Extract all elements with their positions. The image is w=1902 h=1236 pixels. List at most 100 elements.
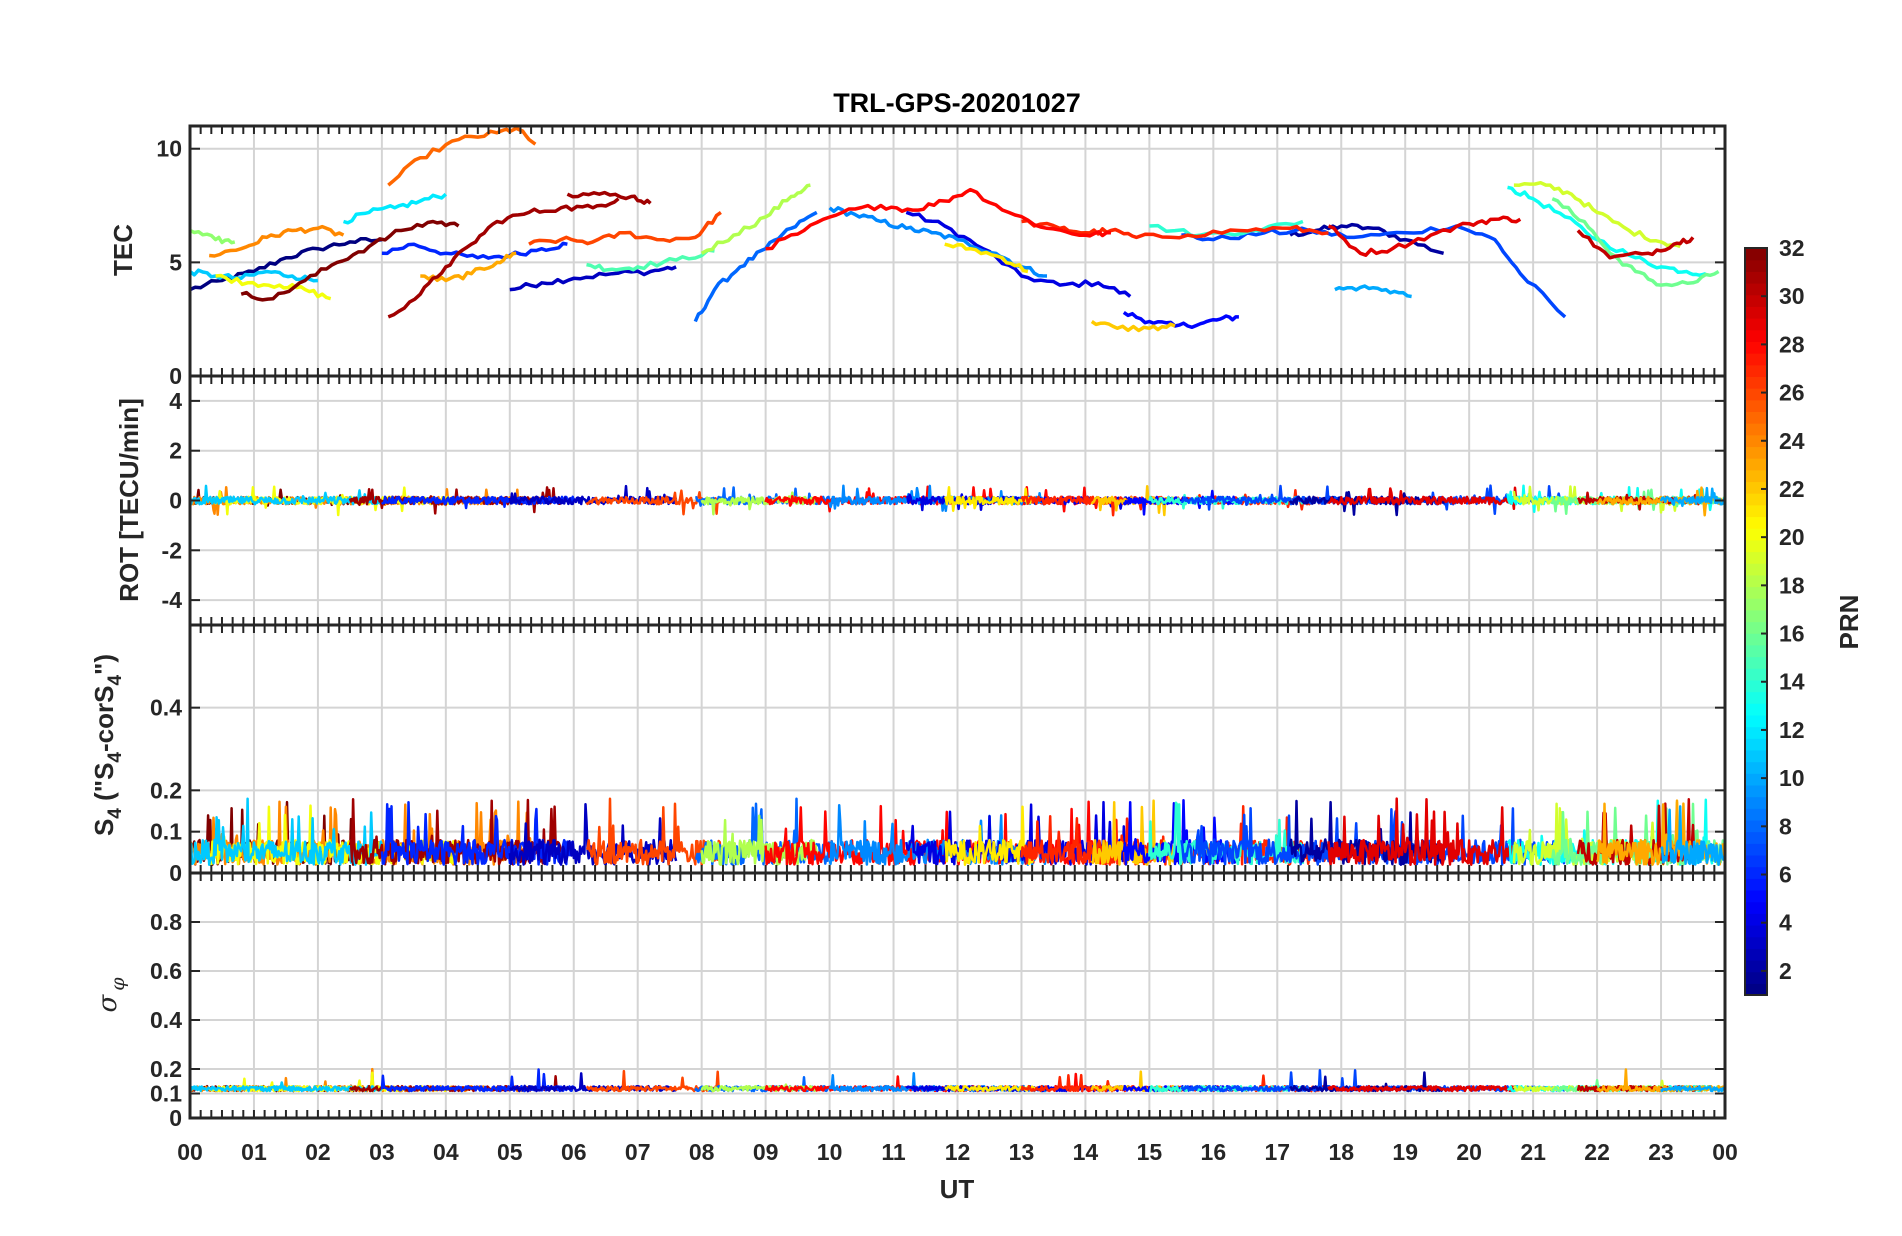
colorbar-segment — [1745, 528, 1767, 541]
x-tick-label: 04 — [433, 1139, 459, 1165]
colorbar-segment — [1745, 388, 1767, 401]
x-tick-label: 06 — [561, 1139, 587, 1165]
chart-title: TRL-GPS-20201027 — [833, 88, 1081, 118]
x-tick-label: 22 — [1584, 1139, 1610, 1165]
s4-y-tick-label: 0.4 — [150, 695, 182, 721]
colorbar-tick-label: 4 — [1779, 910, 1792, 936]
colorbar-segment — [1745, 481, 1767, 494]
colorbar-segment — [1745, 971, 1767, 984]
x-tick-label: 00 — [177, 1139, 203, 1165]
sigma-trace-prn-29 — [1327, 1084, 1521, 1093]
colorbar-segment — [1745, 749, 1767, 763]
colorbar-tick-label: 6 — [1779, 862, 1792, 888]
colorbar-segment — [1745, 376, 1767, 389]
s4-panel: 0 0.1 0.2 0.4 — [150, 623, 1727, 886]
rot-panel: -4 -2 0 2 4 — [162, 374, 1727, 627]
x-tick-label: 19 — [1392, 1139, 1418, 1165]
colorbar-tick-label: 26 — [1779, 380, 1805, 406]
colorbar-tick-label: 28 — [1779, 331, 1805, 357]
colorbar-segment — [1745, 691, 1767, 704]
s4-trace-prn-3 — [508, 803, 678, 866]
tec-panel: 0 5 10 — [156, 124, 1727, 389]
sigma-trace-prn-21 — [944, 1084, 1036, 1093]
colorbar-segment — [1745, 399, 1767, 413]
tec-line-prn-26 — [528, 210, 722, 246]
tec-y-tick-label: 5 — [169, 249, 182, 275]
colorbar-segment — [1745, 294, 1767, 307]
colorbar-segment — [1745, 913, 1767, 926]
colorbar-segment — [1745, 271, 1767, 284]
tec-line-prn-5 — [1122, 310, 1239, 330]
x-tick-label: 09 — [753, 1139, 779, 1165]
colorbar-segment — [1745, 948, 1767, 961]
colorbar-tick-label: 32 — [1779, 235, 1805, 261]
s4-y-tick-label: 0.1 — [150, 819, 182, 845]
sigma-trace-prn-26 — [585, 1069, 723, 1093]
colorbar-segment — [1745, 959, 1767, 973]
colorbar-tick-label: 16 — [1779, 621, 1805, 647]
tec-axis-label: TEC — [108, 224, 138, 276]
rot-trace-prn-29 — [1327, 486, 1521, 511]
rot-y-tick-label: 2 — [169, 438, 182, 464]
x-tick-label: 08 — [689, 1139, 715, 1165]
colorbar-segment — [1745, 329, 1767, 342]
s4-trace-prn-18 — [700, 814, 819, 866]
colorbar-tick-label: 8 — [1779, 813, 1792, 839]
colorbar-segment — [1745, 703, 1767, 716]
rot-trace-prn-3 — [508, 484, 678, 506]
colorbar-segment — [1745, 854, 1767, 868]
colorbar-tick-label: 22 — [1779, 476, 1805, 502]
tec-line-prn-31 — [566, 190, 652, 205]
x-tick-label: 18 — [1328, 1139, 1354, 1165]
x-tick-labels: 00 01 02 03 04 05 06 07 08 09 10 11 12 13 14 15 16 17 18 19… — [177, 1139, 1738, 1165]
colorbar-segment — [1745, 738, 1767, 751]
s4-trace-prn-21 — [944, 805, 1035, 866]
tec-line-prn-21 — [944, 242, 1029, 274]
sigma-panel: 00.10.2 0.4 0.6 0.8 — [150, 871, 1727, 1131]
tec-line-prn-29 — [1327, 215, 1522, 257]
tec-line-prn-15 — [586, 248, 715, 273]
colorbar-segment — [1745, 248, 1767, 261]
tec-line-prn-11 — [190, 268, 319, 283]
colorbar-tick-label: 12 — [1779, 717, 1805, 743]
s4-y-tick-label: 0 — [169, 860, 182, 886]
rot-y-tick-label: -4 — [162, 587, 183, 613]
colorbar-segment — [1745, 656, 1767, 669]
tec-line-prn-8 — [693, 210, 818, 323]
tec-line-prn-4 — [905, 210, 1132, 298]
colorbar-segment — [1745, 283, 1767, 296]
rot-trace-prn-18 — [700, 491, 818, 516]
colorbar-segment — [1745, 434, 1767, 448]
colorbar-segment — [1745, 901, 1767, 914]
sigma-y-tick-label: 0.8 — [150, 909, 182, 935]
sigma-y-tick-label: 0.4 — [150, 1007, 182, 1033]
rot-series — [190, 484, 1725, 517]
colorbar-segment — [1745, 563, 1767, 576]
x-tick-label: 14 — [1073, 1139, 1099, 1165]
tec-line-prn-24 — [209, 224, 345, 258]
colorbar-segment — [1745, 621, 1767, 634]
sigma-trace-prn-23 — [1596, 1068, 1725, 1093]
colorbar-segment — [1745, 796, 1767, 809]
colorbar-segment — [1745, 819, 1767, 833]
tec-line-prn-23 — [420, 251, 517, 283]
tec-line-prn-17 — [190, 228, 236, 245]
colorbar-segment — [1745, 773, 1767, 786]
sigma-y-tick-label: 0.2 — [150, 1056, 182, 1082]
colorbar-segment — [1745, 493, 1767, 506]
tec-line-prn-28 — [765, 187, 1112, 251]
colorbar-tick-label: 2 — [1779, 958, 1792, 984]
colorbar-segment — [1745, 353, 1767, 366]
colorbar-tick-label: 30 — [1779, 283, 1805, 309]
colorbar-segment — [1745, 679, 1767, 693]
rot-axis-label: ROT [TECU/min] — [114, 398, 144, 602]
colorbar-segment — [1745, 714, 1767, 728]
tec-line-prn-6 — [381, 241, 568, 260]
colorbar-segment — [1745, 668, 1767, 681]
tec-line-prn-30 — [1576, 229, 1695, 260]
colorbar-segment — [1745, 761, 1767, 774]
x-tick-label: 07 — [625, 1139, 651, 1165]
colorbar-tick-label: 20 — [1779, 524, 1805, 550]
rot-y-tick-label: 0 — [169, 488, 182, 514]
x-tick-label: 20 — [1456, 1139, 1482, 1165]
